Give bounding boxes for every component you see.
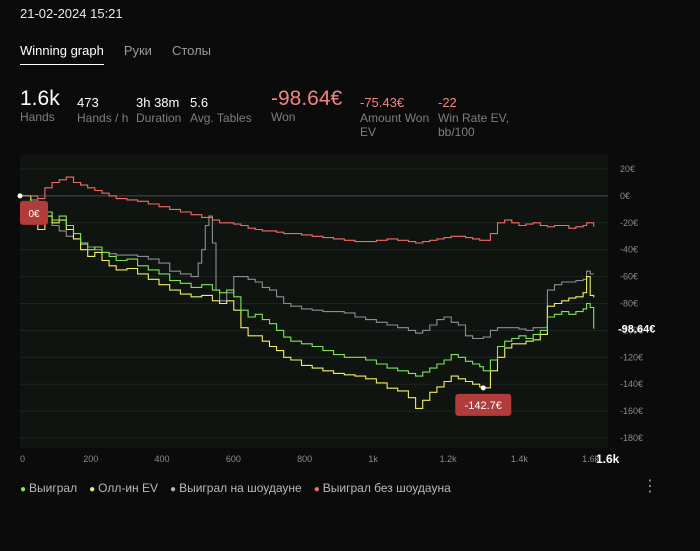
y-tick-label: 20€: [620, 164, 635, 174]
x-tick-label: 1.6k: [582, 454, 600, 464]
stat-win-rate-ev: -22 Win Rate EV, bb/100: [438, 95, 509, 139]
min-badge: [455, 393, 512, 416]
winning-graph-chart[interactable]: 20€ 0€ -20€ -40€ -60€ -80€ -100€ -120€ -140€ -160…: [0, 155, 700, 475]
chart-legend: ● Выиграл ● Олл-ин EV ● Выиграл на шоудауне…: [20, 481, 463, 495]
legend-dot-non-showdown: ●: [313, 484, 320, 495]
y-tick-label: -180€: [620, 433, 643, 443]
stat-amount-won-ev-label: Amount Won: [360, 111, 430, 125]
start-badge-label: 0€: [28, 209, 40, 220]
plot-background: [20, 155, 608, 448]
stat-win-rate-ev-label-2: bb/100: [438, 125, 475, 139]
stat-hands-per-hour-label: Hands / h: [77, 111, 129, 125]
legend-label-allin-ev: Олл-ин EV: [98, 481, 159, 495]
series-line-1: [20, 195, 595, 409]
x-tick-label: 1.4k: [511, 454, 529, 464]
y-tick-label: -40€: [620, 245, 638, 255]
stat-amount-won-ev-label-2: EV: [360, 125, 377, 139]
y-tick-label: -120€: [620, 352, 643, 362]
stat-won-label: Won: [271, 110, 296, 124]
y-tick-label: -140€: [620, 379, 643, 389]
stat-hands: 1.6k Hands: [20, 87, 60, 125]
timestamp: 21-02-2024 15:21: [20, 6, 123, 21]
legend-label-non-showdown: Выиграл без шоудауна: [322, 481, 451, 495]
stat-win-rate-ev-label: Win Rate EV,: [438, 111, 509, 125]
stat-hands-value: 1.6k: [20, 87, 60, 110]
y-tick-label: 0€: [620, 191, 630, 201]
stat-amount-won-ev: -75.43€ Amount Won EV: [360, 95, 429, 139]
chart-svg[interactable]: 20€ 0€ -20€ -40€ -60€ -80€ -100€ -120€ -140€ -160…: [0, 155, 700, 475]
tab-winning-graph[interactable]: Winning graph: [20, 43, 104, 65]
stat-duration-value: 3h 38m: [136, 95, 180, 110]
stat-duration: 3h 38m Duration: [136, 95, 181, 125]
stat-won: -98.64€ Won: [271, 87, 343, 125]
legend-dot-showdown: ●: [170, 484, 177, 495]
y-tick-label: -160€: [620, 406, 643, 416]
series-line-0: [20, 195, 595, 377]
stat-avg-tables-value: 5.6: [190, 95, 209, 110]
legend-item-allin-ev[interactable]: ● Олл-ин EV: [89, 481, 158, 495]
series-line-3: [20, 176, 595, 244]
x-tick-label: 400: [155, 454, 170, 464]
tab-tables[interactable]: Столы: [171, 43, 212, 58]
stat-win-rate-ev-value: -22: [438, 95, 457, 110]
stat-avg-tables: 5.6 Avg. Tables: [190, 95, 252, 125]
stat-hands-per-hour: 473 Hands / h: [77, 95, 128, 125]
x-end-label: 1.6k: [596, 452, 620, 466]
legend-label-showdown: Выиграл на шоудауне: [179, 481, 302, 495]
legend-item-non-showdown[interactable]: ● Выиграл без шоудауна: [314, 481, 451, 495]
stat-duration-label: Duration: [136, 111, 182, 125]
x-tick-label: 600: [226, 454, 241, 464]
y-tick-label: -80€: [620, 299, 638, 309]
x-tick-label: 1.2k: [440, 454, 458, 464]
legend-dot-allin-ev: ●: [89, 484, 96, 495]
stat-won-value: -98.64€: [271, 87, 343, 110]
stat-amount-won-ev-value: -75.43€: [360, 95, 405, 110]
end-value-label: -98.64€: [618, 324, 655, 336]
x-tick-label: 0: [20, 454, 25, 464]
y-tick-label: -60€: [620, 272, 638, 282]
stat-hands-label: Hands: [20, 110, 55, 124]
stat-avg-tables-label: Avg. Tables: [190, 111, 252, 125]
y-tick-label: -20€: [620, 218, 638, 228]
tab-hands[interactable]: Руки: [123, 43, 152, 58]
x-tick-label: 800: [297, 454, 312, 464]
y-tick-label: -100€: [620, 325, 643, 335]
x-tick-label: 1k: [368, 454, 378, 464]
start-badge: [20, 200, 48, 225]
legend-label-won: Выиграл: [29, 481, 78, 495]
min-point: [480, 385, 486, 391]
start-point: [17, 193, 23, 199]
stat-hands-per-hour-value: 473: [77, 95, 99, 110]
legend-item-won[interactable]: ● Выиграл: [20, 481, 77, 495]
legend-dot-won: ●: [20, 484, 27, 495]
legend-item-showdown[interactable]: ● Выиграл на шоудауне: [170, 481, 302, 495]
x-tick-label: 200: [83, 454, 98, 464]
tab-bar: Winning graph Руки Столы: [20, 43, 231, 65]
min-badge-label: -142.7€: [465, 400, 502, 412]
more-options-icon[interactable]: ⋮: [642, 478, 658, 495]
